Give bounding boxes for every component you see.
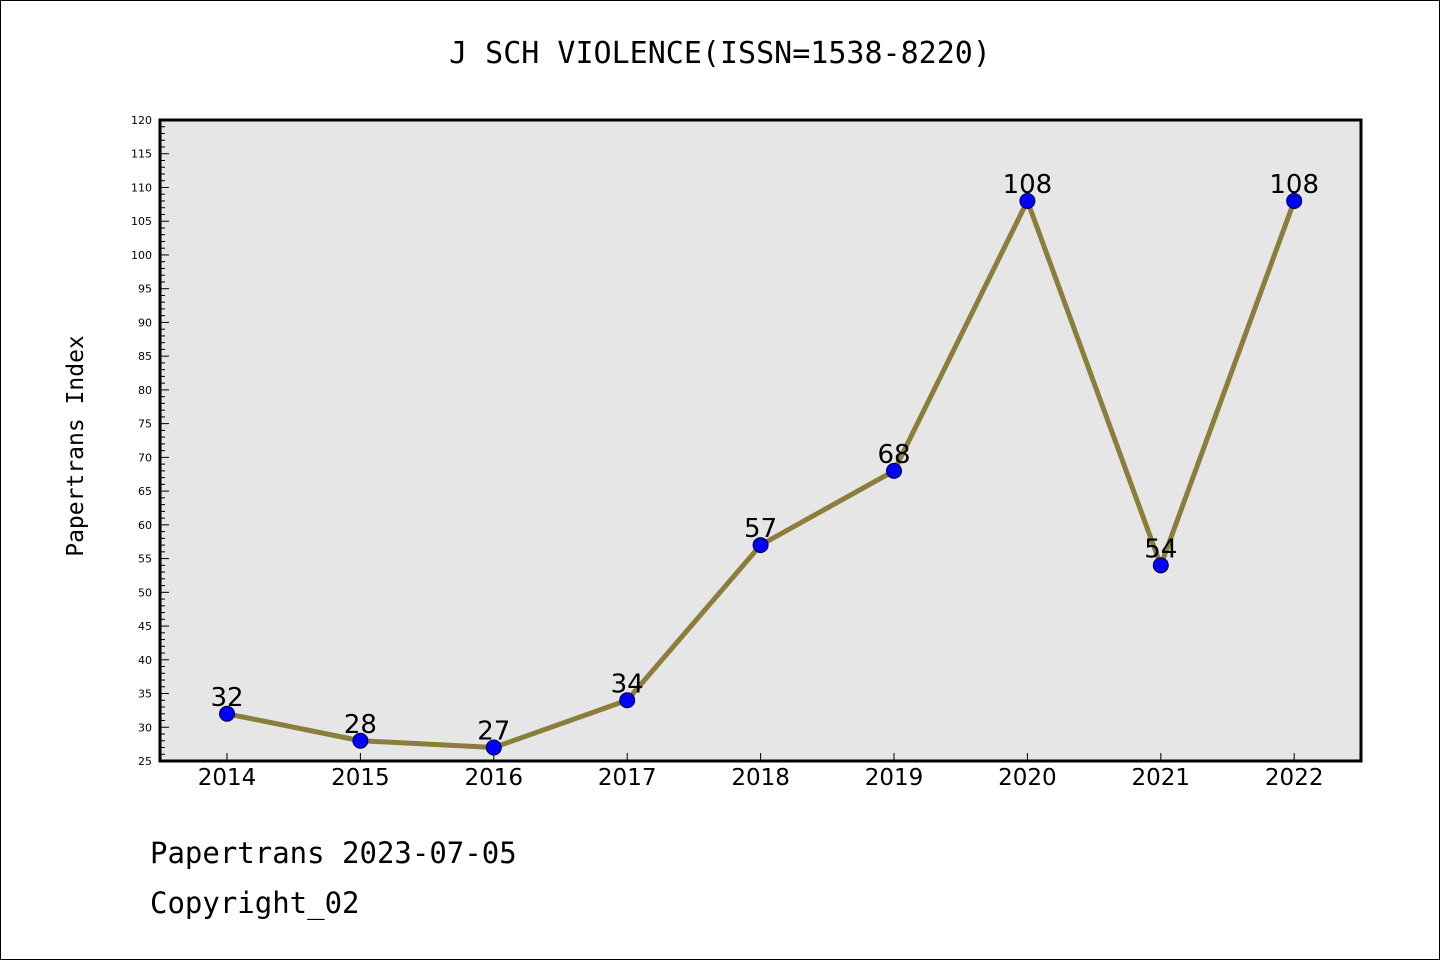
y-tick-label: 100 [131, 249, 152, 262]
data-point [886, 462, 902, 479]
x-axis: 2014 2015 2016 2017 2018 2019 2020 2021 2022 [198, 753, 1324, 791]
x-tick-label: 2022 [1265, 765, 1324, 791]
data-point [352, 732, 369, 749]
data-point [1152, 557, 1169, 574]
y-axis: 25 30 35 40 45 50 55 60 65 70 75 80 85 90 95 100 105 110 1… [131, 114, 169, 768]
data-label: 27 [477, 717, 510, 747]
y-tick-label: 115 [131, 148, 152, 161]
plot-border [158, 118, 1363, 763]
x-tick-label: 2015 [331, 765, 390, 791]
data-label: 34 [611, 669, 644, 699]
series-layer [219, 192, 1303, 756]
x-tick-label: 2021 [1132, 765, 1191, 791]
y-tick-label: 85 [138, 350, 152, 363]
data-label: 108 [1003, 170, 1053, 200]
y-tick-label: 75 [138, 418, 152, 431]
x-tick-label: 2014 [198, 765, 257, 791]
y-tick-label: 65 [138, 485, 152, 498]
y-tick-label: 50 [138, 586, 152, 599]
plot-area [160, 120, 1361, 761]
y-tick-label: 60 [138, 519, 152, 532]
data-point [485, 739, 502, 756]
y-tick-label: 25 [138, 755, 152, 768]
y-tick-label: 80 [138, 384, 152, 397]
y-tick-label: 90 [138, 316, 152, 329]
data-label: 54 [1144, 534, 1177, 564]
data-point [1286, 192, 1303, 209]
y-tick-label: 40 [138, 654, 152, 667]
x-tick-label: 2017 [598, 765, 657, 791]
data-point [1019, 192, 1036, 209]
data-label: 68 [877, 440, 910, 470]
y-tick-label: 105 [131, 215, 152, 228]
x-tick-label: 2018 [731, 765, 790, 791]
data-label: 108 [1269, 170, 1319, 200]
x-tick-label: 2016 [465, 765, 524, 791]
y-tick-label: 30 [138, 721, 152, 734]
data-label-layer: 32 28 27 34 57 68 108 54 108 [210, 170, 1319, 747]
data-label: 32 [210, 683, 243, 713]
y-tick-label: 110 [131, 181, 152, 194]
y-tick-label: 120 [131, 114, 152, 127]
data-point [219, 705, 235, 722]
chart-title: J SCH VIOLENCE(ISSN=1538-8220) [449, 36, 991, 71]
data-point [752, 537, 769, 554]
data-point [619, 692, 636, 709]
y-tick-label: 45 [138, 620, 152, 633]
data-label: 57 [744, 514, 777, 544]
x-tick-label: 2019 [865, 765, 924, 791]
y-tick-label: 95 [138, 283, 152, 296]
footer-date: Papertrans 2023-07-05 [150, 836, 517, 870]
x-tick-label: 2020 [998, 765, 1057, 791]
footer-copyright: Copyright_02 [150, 886, 360, 920]
y-tick-label: 55 [138, 553, 152, 566]
y-tick-label: 70 [138, 451, 152, 464]
data-label: 28 [344, 710, 377, 740]
y-tick-label: 35 [138, 688, 152, 701]
